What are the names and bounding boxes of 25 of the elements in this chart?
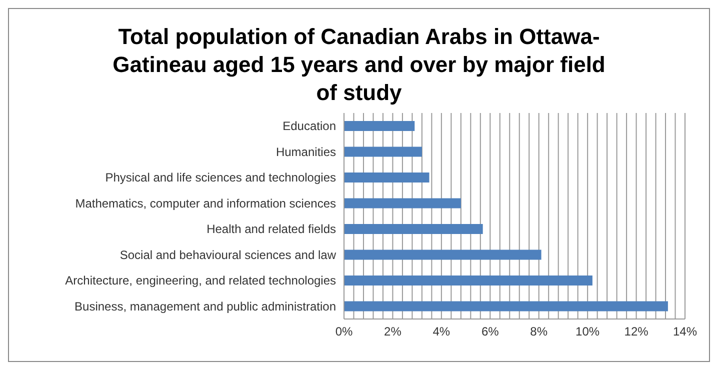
y-tick-label: Mathematics, computer and information sciences bbox=[75, 196, 336, 210]
chart-title: Total population of Canadian Arabs in Ottawa-Gatineau aged 15 years and over by major field of study bbox=[112, 23, 606, 107]
x-tick-label: 6% bbox=[481, 324, 500, 339]
x-tick-label: 8% bbox=[530, 324, 548, 339]
y-tick-label: Architecture, engineering, and related technologies bbox=[65, 274, 336, 288]
y-tick-label: Physical and life sciences and technologies bbox=[105, 170, 336, 185]
x-tick-label: 0% bbox=[335, 324, 353, 339]
bar bbox=[344, 224, 483, 234]
y-tick-label: Education bbox=[282, 119, 336, 134]
y-tick-label: Health and related fields bbox=[206, 222, 336, 236]
x-tick-label: 4% bbox=[432, 324, 450, 339]
x-tick-label: 2% bbox=[384, 324, 402, 339]
bar bbox=[344, 276, 592, 286]
x-tick-label: 14% bbox=[672, 324, 698, 339]
y-tick-label: Social and behavioural sciences and law bbox=[120, 248, 336, 262]
y-tick-label: Humanities bbox=[276, 144, 336, 159]
bar bbox=[344, 172, 430, 182]
bar bbox=[344, 146, 422, 157]
bar bbox=[344, 301, 668, 312]
x-tick-label: 12% bbox=[624, 324, 649, 339]
y-tick-label: Business, management and public administration bbox=[74, 299, 336, 314]
bar bbox=[344, 198, 461, 208]
x-tick-label: 10% bbox=[576, 324, 600, 339]
bar bbox=[344, 250, 542, 260]
bar bbox=[344, 121, 415, 131]
